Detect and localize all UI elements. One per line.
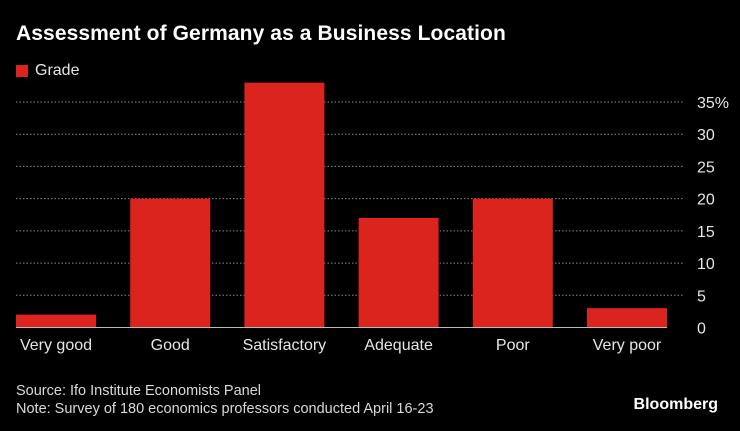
y-tick-label: 30	[697, 127, 715, 144]
legend: Grade	[16, 62, 79, 80]
y-tick-label: 35%	[697, 95, 729, 112]
bar	[358, 217, 439, 328]
bar	[472, 198, 553, 328]
footer-notes: Source: Ifo Institute Economists Panel N…	[16, 382, 434, 418]
source-text: Source: Ifo Institute Economists Panel	[16, 383, 262, 399]
x-tick-label: Very good	[20, 337, 92, 354]
x-tick-label: Very poor	[593, 337, 662, 354]
x-tick-label: Poor	[496, 337, 530, 354]
y-tick-label: 15	[697, 224, 715, 241]
note-text: Note: Survey of 180 economics professors…	[16, 401, 434, 417]
legend-swatch	[16, 65, 28, 77]
chart-title: Assessment of Germany as a Business Loca…	[16, 22, 506, 45]
y-tick-label: 5	[697, 288, 706, 305]
x-tick-label: Satisfactory	[243, 337, 327, 354]
bar	[244, 82, 325, 328]
bloomberg-logo: Bloomberg	[633, 396, 718, 413]
y-tick-label: 20	[697, 192, 715, 209]
x-tick-label: Good	[151, 337, 190, 354]
bar	[130, 198, 211, 328]
y-tick-label: 10	[697, 256, 715, 273]
bar	[16, 314, 96, 328]
y-tick-label: 25	[697, 159, 715, 176]
legend-label: Grade	[35, 62, 80, 79]
bar	[587, 308, 667, 328]
x-tick-label: Adequate	[364, 337, 433, 354]
y-tick-label: 0	[697, 321, 706, 338]
